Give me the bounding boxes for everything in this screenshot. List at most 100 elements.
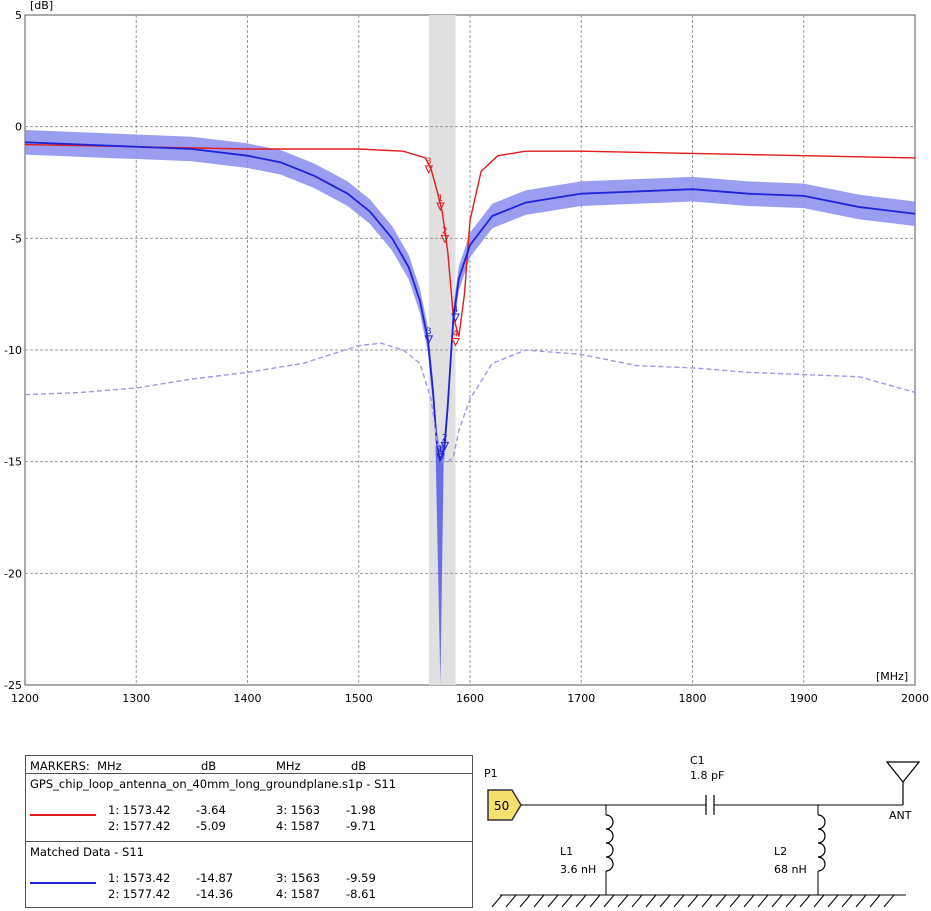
l1-inductor <box>605 814 614 872</box>
ground-hatch-stroke <box>785 894 797 908</box>
marker-cell: -14.36 <box>196 887 234 901</box>
markers-header-db2: dB <box>351 759 367 773</box>
l1-name: L1 <box>560 845 573 858</box>
markers-header-db: dB <box>201 759 217 773</box>
s11-chart: 3 1 2 4 3 4 1 2 1200 1300 1400 1500 1600 1700 1800 190… <box>4 0 929 705</box>
matched-dip-spike <box>435 446 444 685</box>
marker-triangle <box>451 313 460 323</box>
raw-s11-line <box>25 143 915 337</box>
y-tick-label: -10 <box>4 344 22 357</box>
ground-hatch-stroke <box>561 894 573 908</box>
x-tick-label: 1700 <box>567 692 595 705</box>
x-tick-label: 1900 <box>790 692 818 705</box>
l2-name: L2 <box>774 845 787 858</box>
marker-cell: 1: 1573.42 <box>108 803 171 817</box>
ground-hatch-stroke <box>883 894 895 908</box>
y-tick-label: -15 <box>4 456 22 469</box>
marker-label: 3 <box>426 157 432 167</box>
marker-label: 3 <box>426 327 432 337</box>
marker-cell: -14.87 <box>196 871 234 885</box>
ground-hatch-stroke <box>771 894 783 908</box>
ground-hatch-stroke <box>631 894 643 908</box>
port-label: P1 <box>484 767 498 780</box>
ground-hatch-stroke <box>841 894 853 908</box>
c1-value: 1.8 pF <box>690 769 724 782</box>
antenna-icon <box>885 761 921 805</box>
l2-value: 68 nH <box>774 863 807 876</box>
ground-hatch-stroke <box>645 894 657 908</box>
marker-cell: -5.09 <box>196 819 226 833</box>
marker-triangle <box>424 335 434 344</box>
marker-label: 2 <box>442 433 448 443</box>
x-axis-unit: [MHz] <box>876 670 908 683</box>
markers-divider <box>26 841 472 842</box>
markers-header-label: MARKERS: MHz <box>30 759 122 773</box>
x-tick-label: 1600 <box>456 692 484 705</box>
x-tick-label: 1800 <box>679 692 707 705</box>
marker-triangle <box>440 441 450 451</box>
x-tick-label: 1200 <box>11 692 39 705</box>
marker-cell: -3.64 <box>196 803 226 817</box>
marker-triangle <box>436 202 445 212</box>
marker-label: 4 <box>453 330 459 340</box>
antenna-label: ANT <box>889 809 912 822</box>
y-axis-unit: [dB] <box>30 0 53 12</box>
marker-cell: 2: 1577.42 <box>108 819 171 833</box>
x-tick-label: 1300 <box>122 692 150 705</box>
y-tick-label: -20 <box>4 567 22 580</box>
ground-hatch-stroke <box>869 894 881 908</box>
marker-cell: -9.71 <box>346 819 376 833</box>
port-50-symbol <box>487 789 522 821</box>
ground-hatch-stroke <box>729 894 741 908</box>
y-tick-label: -25 <box>4 679 22 692</box>
x-tick-label: 1500 <box>345 692 373 705</box>
ground-hatch-stroke <box>827 894 839 908</box>
ground-hatch-stroke <box>715 894 727 908</box>
port-value: 50 <box>494 799 509 813</box>
ground-hatch-stroke <box>855 894 867 908</box>
legend-swatch-matched <box>30 882 96 884</box>
marker-cell: -8.61 <box>346 887 376 901</box>
ground-hatch-stroke <box>743 894 755 908</box>
marker-triangle <box>424 165 434 175</box>
group-title-matched: Matched Data - S11 <box>30 845 144 859</box>
ground-hatch-stroke <box>757 894 769 908</box>
x-tick-label: 1400 <box>234 692 262 705</box>
ground-hatch-stroke <box>673 894 685 908</box>
ground-hatch-stroke <box>491 894 503 908</box>
marker-cell: 4: 1587 <box>276 887 321 901</box>
y-tick-label: -5 <box>11 232 22 245</box>
marker-cell: 2: 1577.42 <box>108 887 171 901</box>
ground-hatch-stroke <box>813 894 825 908</box>
marker-label: 1 <box>437 445 443 455</box>
ground-hatch-stroke <box>617 894 629 908</box>
markers-header-mhz: MHz <box>276 759 301 773</box>
dashed-reference-line <box>25 342 915 463</box>
ground-hatch-stroke <box>547 894 559 908</box>
ground-hatch-stroke <box>603 894 615 908</box>
marker-cell: 3: 1563 <box>276 871 321 885</box>
marker-cell: 3: 1563 <box>276 803 321 817</box>
ground-hatch-stroke <box>701 894 713 908</box>
ground-hatch-stroke <box>659 894 671 908</box>
y-tick-label: 0 <box>15 121 22 134</box>
marker-cell: -1.98 <box>346 803 376 817</box>
ground-hatch-stroke <box>687 894 699 908</box>
matched-s11-line <box>25 141 915 463</box>
x-tick-label: 2000 <box>901 692 929 705</box>
marker-triangle <box>440 234 450 244</box>
legend-swatch-raw <box>30 814 96 816</box>
group-title-raw: GPS_chip_loop_antenna_on_40mm_long_groun… <box>30 777 397 791</box>
ground-hatch-stroke <box>575 894 587 908</box>
ground-hatch <box>491 894 895 908</box>
marker-cell: 4: 1587 <box>276 819 321 833</box>
y-tick-label: 5 <box>15 9 22 22</box>
marker-label: 4 <box>453 305 459 315</box>
markers-panel: MARKERS: MHz dB MHz dB GPS_chip_loop_ant… <box>25 755 473 908</box>
marker-triangle <box>451 338 460 347</box>
marker-label: 2 <box>442 226 448 236</box>
marker-cell: -9.59 <box>346 871 376 885</box>
c1-name: C1 <box>690 755 705 767</box>
ground-hatch-stroke <box>589 894 601 908</box>
ground-hatch-stroke <box>799 894 811 908</box>
